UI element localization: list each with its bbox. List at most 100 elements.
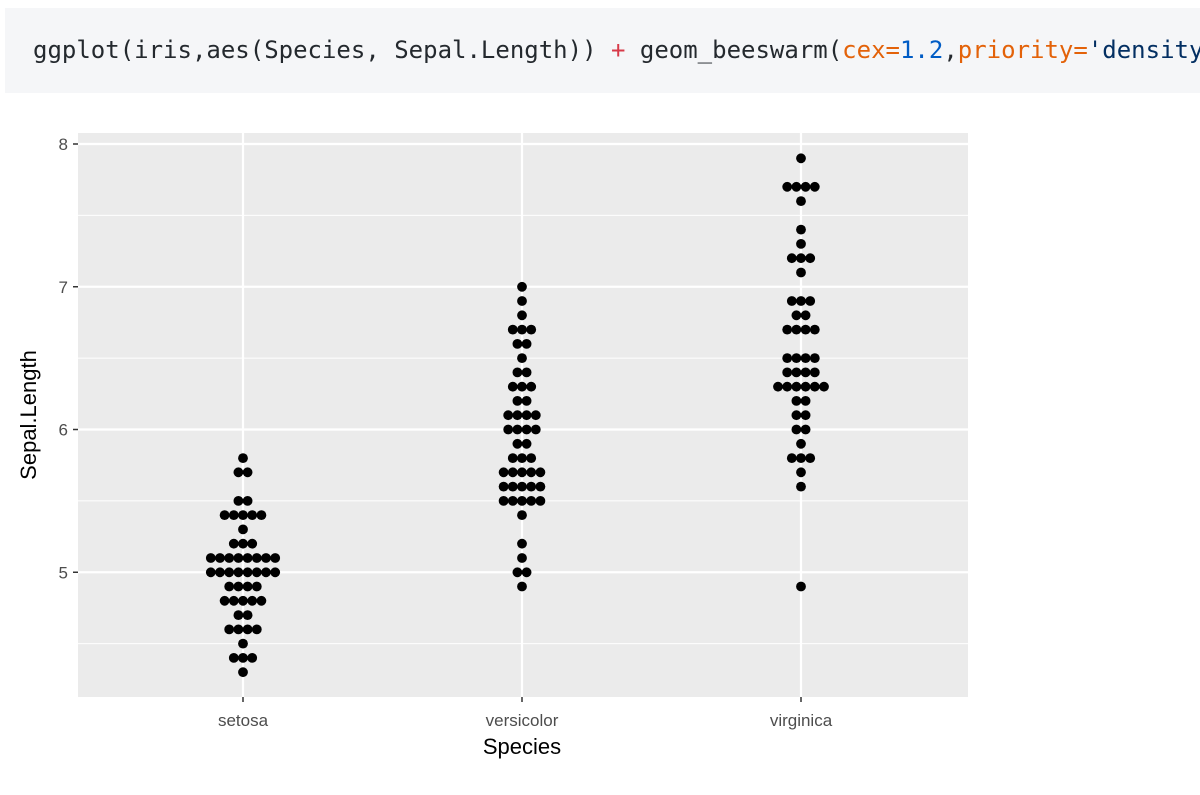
- data-point: [242, 567, 253, 578]
- data-point: [224, 624, 235, 635]
- beeswarm-chart: 5 6 7 8 setosa versicolor virginica Species Sepa…: [16, 133, 968, 759]
- data-point: [507, 496, 518, 506]
- code-comma: ,: [943, 36, 958, 64]
- data-point: [782, 353, 793, 363]
- data-point: [521, 396, 532, 406]
- data-point: [800, 181, 811, 192]
- data-point: [526, 467, 537, 478]
- data-point: [521, 410, 532, 421]
- data-point: [805, 253, 816, 264]
- data-point: [517, 353, 527, 363]
- data-point: [238, 667, 248, 678]
- data-point: [530, 410, 541, 421]
- data-point: [791, 396, 802, 406]
- data-point: [786, 453, 797, 463]
- code-call: ggplot(iris,aes(Species, Sepal.Length)): [33, 36, 611, 64]
- data-point: [205, 553, 216, 563]
- data-point: [261, 567, 271, 578]
- data-point: [233, 553, 244, 563]
- data-point: [773, 381, 783, 392]
- data-point: [517, 481, 527, 492]
- data-point: [224, 581, 235, 592]
- data-point: [535, 481, 546, 492]
- x-tick-label: virginica: [770, 711, 833, 730]
- data-point: [512, 367, 523, 378]
- data-point: [526, 324, 537, 335]
- data-point: [800, 410, 811, 421]
- data-point: [791, 410, 802, 421]
- data-point: [233, 496, 244, 506]
- data-point: [796, 253, 806, 264]
- code-cex-param: cex=: [842, 36, 900, 64]
- y-tick-label: 7: [59, 278, 68, 297]
- data-point: [215, 567, 225, 578]
- data-point: [800, 424, 811, 435]
- data-point: [238, 453, 248, 463]
- data-point: [800, 381, 811, 392]
- code-plus-operator: +: [610, 36, 626, 64]
- data-point: [800, 310, 811, 321]
- data-point: [247, 653, 258, 663]
- code-snippet: ggplot(iris,aes(Species, Sepal.Length)) …: [5, 8, 1200, 93]
- data-point: [791, 324, 802, 335]
- data-point: [238, 524, 248, 535]
- data-point: [535, 496, 546, 506]
- data-point: [242, 467, 253, 478]
- data-point: [512, 424, 523, 435]
- data-point: [796, 581, 806, 592]
- data-point: [819, 381, 829, 392]
- data-point: [782, 367, 793, 378]
- data-point: [233, 610, 244, 620]
- data-point: [256, 510, 267, 520]
- data-point: [251, 581, 262, 592]
- data-point: [270, 553, 281, 563]
- data-point: [526, 453, 537, 463]
- data-point: [535, 467, 546, 478]
- x-tick-label: setosa: [218, 711, 269, 730]
- data-point: [247, 595, 258, 606]
- code-geom: geom_beeswarm(: [625, 36, 843, 64]
- data-point: [796, 196, 806, 206]
- data-point: [796, 296, 806, 306]
- data-point: [517, 296, 527, 306]
- code-cex-value: 1.2: [899, 36, 944, 64]
- data-point: [242, 553, 253, 563]
- data-point: [507, 324, 518, 335]
- data-point: [512, 396, 523, 406]
- data-point: [498, 481, 509, 492]
- data-point: [805, 453, 816, 463]
- data-point: [233, 467, 244, 478]
- data-point: [517, 467, 527, 478]
- y-tick-label: 6: [59, 421, 68, 440]
- data-point: [228, 538, 239, 549]
- y-tick-label: 8: [59, 135, 68, 154]
- code-priority-value: 'density': [1087, 36, 1200, 64]
- y-tick-label: 5: [59, 563, 68, 582]
- data-point: [261, 553, 271, 563]
- y-axis-title: Sepal.Length: [16, 350, 41, 480]
- data-point: [786, 253, 797, 264]
- data-point: [782, 181, 793, 192]
- data-point: [800, 353, 811, 363]
- data-point: [796, 224, 806, 235]
- data-point: [791, 381, 802, 392]
- data-point: [517, 581, 527, 592]
- data-point: [796, 481, 806, 492]
- data-point: [791, 353, 802, 363]
- data-point: [205, 567, 216, 578]
- data-point: [800, 324, 811, 335]
- data-point: [512, 410, 523, 421]
- data-point: [242, 496, 253, 506]
- data-point: [517, 496, 527, 506]
- data-point: [228, 510, 239, 520]
- data-point: [791, 367, 802, 378]
- data-point: [498, 467, 509, 478]
- data-point: [809, 181, 820, 192]
- data-point: [219, 595, 230, 606]
- x-axis-title: Species: [483, 734, 561, 759]
- data-point: [782, 381, 793, 392]
- data-point: [507, 467, 518, 478]
- data-point: [247, 538, 258, 549]
- data-point: [791, 310, 802, 321]
- data-point: [503, 424, 514, 435]
